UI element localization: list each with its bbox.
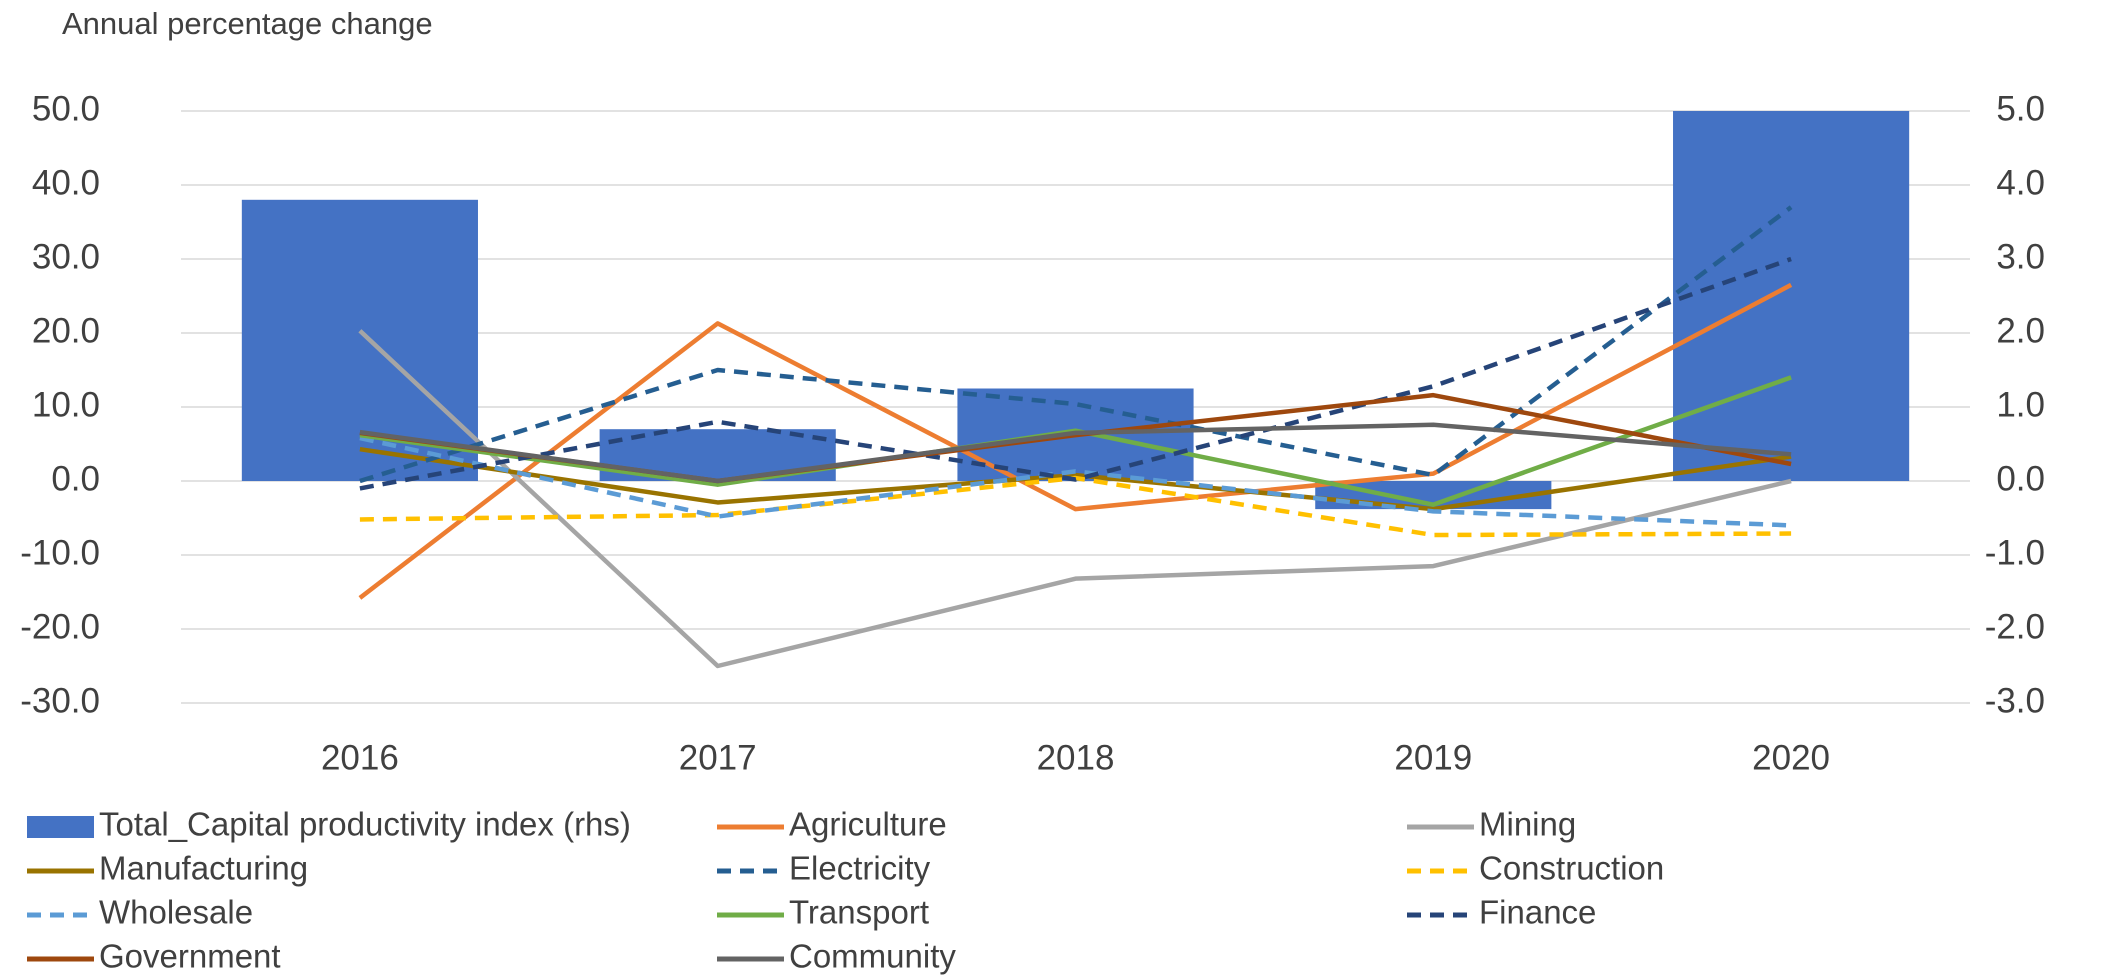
y-tick-label: 30.0 [32,237,100,276]
line-series [358,282,1793,600]
y2-tick-label: 5.0 [1996,89,2045,128]
legend-label: Total_Capital productivity index (rhs) [99,806,631,843]
x-tick-label: 2019 [1394,738,1472,777]
y-tick-label: -20.0 [20,607,100,646]
y-tick-label: 10.0 [32,385,100,424]
legend-label: Government [99,938,281,975]
x-tick-label: 2017 [679,738,757,777]
x-tick-label: 2020 [1752,738,1830,777]
legend-label: Wholesale [99,894,253,931]
x-tick-label: 2018 [1037,738,1115,777]
legend-label: Community [789,938,956,975]
y2-tick-label: -3.0 [1985,681,2045,720]
legend-label: Manufacturing [99,850,308,887]
y-tick-label: 0.0 [51,459,100,498]
y2-tick-label: 3.0 [1996,237,2045,276]
legend-swatch [27,816,94,838]
y-tick-label: 40.0 [32,163,100,202]
bar [1673,111,1910,481]
legend-label: Agriculture [789,806,947,843]
legend-label: Electricity [789,850,931,887]
x-tick-label: 2016 [321,738,399,777]
y-tick-label: 50.0 [32,89,100,128]
line-series [359,205,1793,484]
y2-tick-label: 0.0 [1996,459,2045,498]
y2-tick-label: 2.0 [1996,311,2045,350]
line-series [358,329,1792,669]
legend-label: Mining [1479,806,1576,843]
y2-tick-label: 4.0 [1996,163,2045,202]
chart-title: Annual percentage change [62,6,433,41]
legend-label: Construction [1479,850,1664,887]
legend-label: Transport [789,894,929,931]
legend-label: Finance [1479,894,1596,931]
line-series [359,256,1792,491]
line-series [359,446,1792,512]
y2-tick-label: -1.0 [1985,533,2045,572]
line-series [359,422,1792,484]
y2-tick-label: 1.0 [1996,385,2045,424]
y-tick-label: 20.0 [32,311,100,350]
y-tick-label: -30.0 [20,681,100,720]
y2-tick-label: -2.0 [1985,607,2045,646]
y-tick-label: -10.0 [20,533,100,572]
line-series [359,435,1792,528]
